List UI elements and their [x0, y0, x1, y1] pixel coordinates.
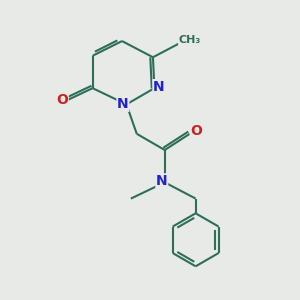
- Text: N: N: [117, 98, 129, 111]
- Text: N: N: [156, 174, 168, 188]
- Text: O: O: [190, 124, 202, 138]
- Text: N: N: [153, 80, 165, 94]
- Text: CH₃: CH₃: [178, 35, 201, 45]
- Text: O: O: [56, 93, 68, 107]
